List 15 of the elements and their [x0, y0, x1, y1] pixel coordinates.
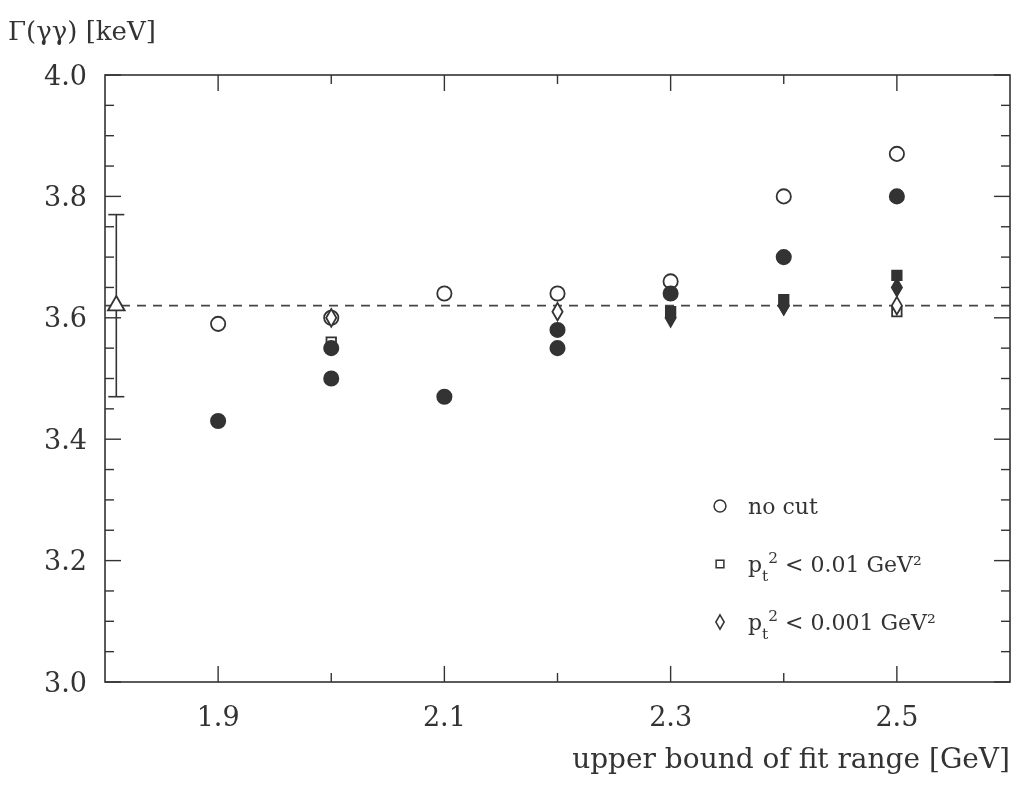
x-tick-label: 2.5 [875, 701, 919, 732]
y-tick-label: 3.4 [44, 423, 87, 455]
x-axis-title: upper bound of fit range [GeV] [572, 742, 1010, 775]
y-tick-label: 4.0 [44, 59, 87, 91]
y-tick-label: 3.6 [44, 302, 87, 334]
y-axis-title: Γ(γγ) [keV] [8, 16, 156, 46]
x-tick-label: 1.9 [196, 701, 240, 732]
y-tick-label: 3.8 [44, 180, 87, 212]
y-tick-label: 3.0 [44, 666, 87, 698]
x-tick-label: 2.3 [649, 701, 693, 732]
legend-label: no cut [748, 494, 818, 519]
legend-label: p$_{t}$$^{2}$ < 0.001 GeV² [748, 607, 936, 643]
legend-label: p$_{t}$$^{2}$ < 0.01 GeV² [748, 549, 922, 585]
x-tick-label: 2.1 [422, 701, 466, 732]
y-tick-label: 3.2 [44, 545, 87, 577]
